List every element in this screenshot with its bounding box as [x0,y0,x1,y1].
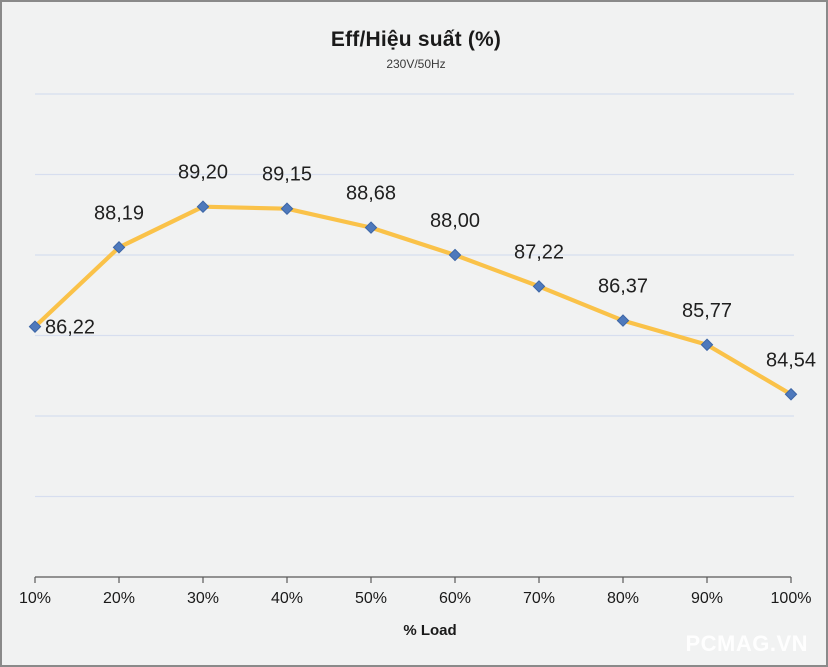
data-point-label: 86,37 [598,276,648,298]
data-point-label: 88,19 [94,202,144,224]
x-axis-tick-label: 20% [103,590,135,607]
data-point-marker [700,338,714,352]
data-point-label: 85,77 [682,300,732,322]
data-point-marker [28,320,42,333]
x-axis-title: % Load [403,622,457,639]
data-point-label: 88,68 [346,183,396,205]
data-point-label: 89,15 [262,164,312,186]
x-axis-tick-label: 40% [271,590,303,607]
data-point-marker [280,202,294,216]
x-axis-tick-label: 10% [19,590,51,607]
data-point-marker [448,248,462,262]
data-point-label: 89,20 [178,162,228,184]
data-point-label: 87,22 [514,241,564,263]
x-axis-tick-label: 100% [771,590,812,607]
data-point-marker [532,280,546,293]
data-point-label: 86,22 [45,317,95,339]
chart-title: Eff/Hiệu suất (%) [330,28,502,51]
data-point-marker [784,387,798,401]
data-point-marker [616,314,630,327]
watermark-logo: PCMAG.VN [685,631,808,656]
x-axis-tick-label: 50% [355,590,387,607]
x-axis-tick-label: 90% [691,590,723,607]
data-point-marker [112,241,126,254]
x-axis-tick-label: 70% [523,590,555,607]
data-point-marker [364,221,378,234]
data-point-label: 84,54 [766,349,816,371]
chart-subtitle: 230V/50Hz [386,57,446,71]
data-point-label: 88,00 [430,210,480,232]
x-axis-tick-label: 30% [187,590,219,607]
series-line [32,204,794,397]
data-point-marker [196,200,210,214]
x-axis-tick-label: 60% [439,590,471,607]
x-axis-tick-label: 80% [607,590,639,607]
